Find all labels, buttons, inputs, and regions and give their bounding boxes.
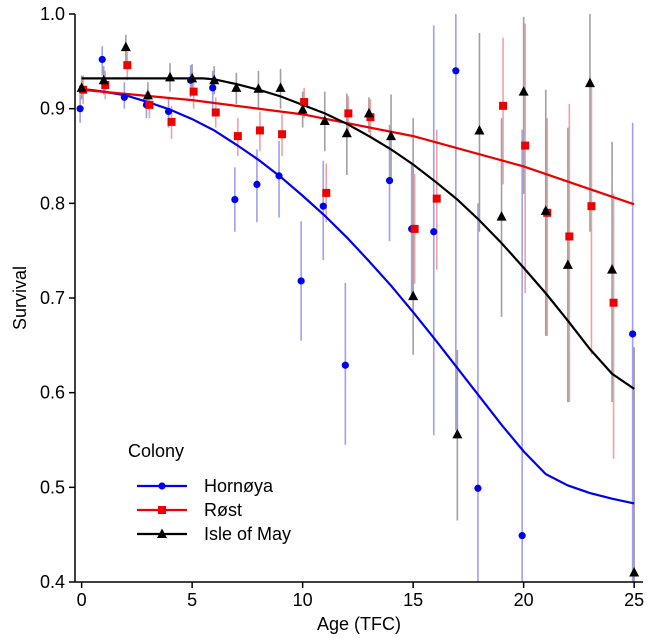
data-point	[363, 107, 374, 118]
data-point	[319, 202, 327, 210]
data-point	[98, 55, 106, 64]
data-point	[233, 132, 242, 141]
legend-label: Hornøya	[204, 476, 274, 496]
legend-label: Røst	[204, 500, 242, 520]
data-point	[253, 83, 264, 93]
x-axis: 0 5 10 15 20 25	[75, 581, 644, 610]
data-point	[609, 298, 618, 307]
data-point	[385, 177, 394, 185]
data-point	[322, 188, 331, 197]
data-point	[408, 290, 419, 301]
data-point	[231, 82, 242, 92]
data-point	[76, 82, 87, 92]
data-point	[587, 202, 596, 211]
data-point	[518, 86, 529, 96]
data-point	[231, 195, 239, 204]
legend: Colony Hornøya Røst Isle of May	[128, 441, 291, 544]
y-tick-label: 0.8	[40, 193, 65, 213]
x-tick-label: 15	[403, 590, 423, 610]
data-point	[253, 180, 261, 188]
data-point	[145, 100, 154, 109]
y-axis-label: Survival	[10, 266, 30, 330]
legend-marker	[158, 482, 166, 490]
data-point	[607, 264, 618, 274]
data-point	[300, 98, 309, 107]
y-tick-label: 0.7	[40, 288, 65, 308]
data-point	[120, 41, 131, 52]
data-point	[76, 105, 84, 113]
data-point	[142, 89, 153, 100]
fit-line	[81, 88, 635, 206]
data-point	[386, 130, 397, 141]
data-point	[189, 87, 198, 96]
x-tick-label: 20	[514, 590, 534, 610]
data-point	[275, 82, 286, 92]
data-point	[430, 228, 438, 236]
x-tick-label: 5	[187, 590, 197, 610]
data-point	[452, 67, 460, 75]
data-point	[123, 61, 132, 70]
fit-line	[81, 77, 635, 390]
data-point	[629, 330, 637, 338]
data-point	[255, 126, 264, 135]
y-tick-label: 0.5	[40, 477, 65, 497]
data-point	[165, 71, 176, 82]
data-point	[278, 130, 287, 139]
fit-line	[81, 87, 635, 505]
data-point	[474, 124, 485, 135]
legend-title: Colony	[128, 441, 184, 461]
data-point	[562, 259, 573, 269]
legend-marker	[157, 528, 167, 538]
data-point	[297, 104, 308, 114]
data-point	[341, 361, 349, 369]
data-point	[98, 74, 109, 85]
data-point	[496, 211, 507, 221]
data-point	[101, 81, 110, 89]
y-tick-label: 0.6	[40, 383, 65, 403]
y-axis: 0.4 0.5 0.6 0.7 0.8 0.9 1.0	[40, 4, 76, 592]
x-axis-label: Age (TFC)	[317, 614, 401, 634]
data-point	[164, 107, 173, 116]
data-point	[518, 532, 526, 540]
data-point	[540, 205, 551, 215]
data-point	[120, 93, 128, 101]
series-errorbars-2	[80, 14, 635, 582]
data-point	[584, 77, 595, 88]
data-point	[499, 101, 508, 110]
data-point	[629, 567, 640, 577]
series-points-2	[76, 41, 640, 577]
legend-marker	[158, 506, 166, 514]
x-tick-label: 10	[293, 590, 313, 610]
data-point	[211, 108, 220, 117]
data-point	[452, 428, 463, 439]
data-point	[275, 172, 283, 180]
data-point	[565, 232, 574, 241]
legend-label: Isle of May	[204, 524, 291, 544]
data-point	[341, 127, 352, 138]
data-point	[474, 484, 482, 492]
data-point	[209, 74, 220, 85]
data-point	[187, 72, 198, 83]
data-point	[297, 277, 305, 285]
y-tick-label: 0.9	[40, 99, 65, 119]
data-point	[319, 115, 330, 125]
data-point	[432, 194, 441, 203]
plot-area	[76, 14, 640, 582]
data-point	[344, 109, 353, 118]
series-errorbars-1	[82, 23, 615, 459]
y-tick-label: 1.0	[40, 4, 65, 24]
x-tick-label: 0	[77, 590, 87, 610]
data-point	[521, 141, 530, 150]
y-tick-label: 0.4	[40, 572, 65, 592]
data-point	[410, 224, 419, 233]
data-point	[167, 117, 176, 126]
data-point	[209, 84, 217, 92]
x-tick-label: 25	[624, 590, 644, 610]
